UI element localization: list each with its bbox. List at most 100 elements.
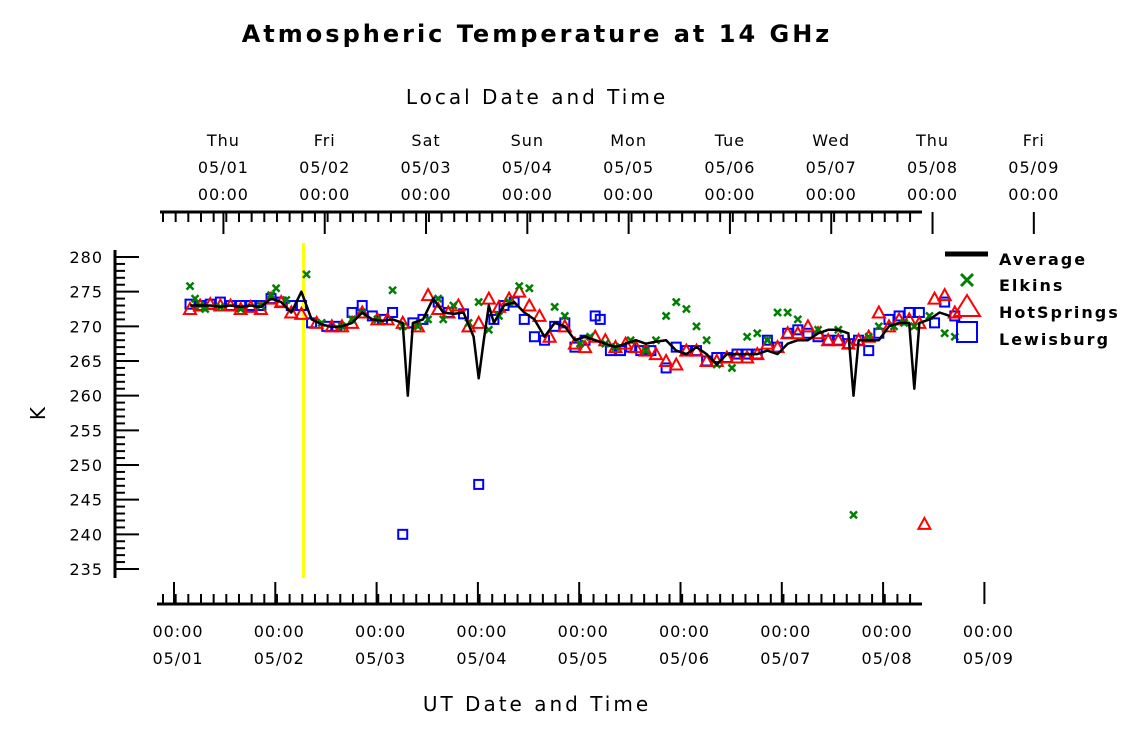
x-stroke — [909, 321, 919, 331]
top-tick-day: Wed — [812, 131, 850, 150]
bottom-tick-time: 00:00 — [558, 622, 609, 641]
x-stroke — [302, 269, 311, 279]
bottom-tick-date: 05/09 — [963, 649, 1014, 668]
data-point-elkins — [266, 290, 276, 300]
x-stroke — [763, 335, 772, 345]
bottom-tick-time: 00:00 — [963, 622, 1014, 641]
top-tick-date: 05/03 — [400, 158, 451, 177]
x-stroke — [641, 346, 651, 355]
data-point-hotsprings — [769, 339, 786, 354]
data-point-elkins — [681, 304, 691, 314]
data-point-hotsprings — [830, 332, 847, 347]
data-point-elkins — [940, 328, 950, 338]
x-stroke — [550, 302, 560, 312]
top-tick-time: 00:00 — [704, 185, 755, 204]
legend-label: HotSprings — [999, 303, 1120, 322]
data-point-hotsprings — [658, 352, 674, 367]
data-point-elkins — [271, 283, 281, 293]
top-tick-day: Fri — [314, 131, 336, 150]
y-tick-label: 255 — [69, 421, 103, 440]
data-point-hotsprings — [531, 307, 548, 322]
data-point-hotsprings — [698, 352, 715, 367]
top-tick-time: 00:00 — [198, 185, 249, 204]
data-point-lewisburg — [397, 528, 409, 540]
x-stroke — [448, 301, 458, 310]
bottom-tick-time: 00:00 — [254, 622, 305, 641]
top-tick-date: 05/09 — [1008, 158, 1059, 177]
bottom-date-axis: 00:00 05/01 00:00 05/02 00:00 05/03 00:00 05/04… — [152, 582, 1014, 668]
legend-swatch-triangle — [952, 293, 982, 317]
data-point-elkins — [793, 315, 803, 324]
data-point-lewisburg — [863, 345, 875, 357]
legend-item-elkins: Elkins — [959, 272, 1062, 295]
top-tick-time: 00:00 — [502, 185, 553, 204]
top-tick-date: 05/01 — [198, 158, 249, 177]
x-stroke — [388, 285, 397, 295]
x-stroke — [514, 281, 524, 291]
data-point-hotsprings — [800, 318, 816, 333]
data-point-elkins — [524, 283, 534, 293]
x-stroke — [773, 308, 782, 317]
x-stroke — [413, 321, 423, 331]
x-stroke — [681, 304, 691, 314]
data-point-elkins — [742, 332, 752, 342]
bottom-tick-date: 05/05 — [558, 649, 609, 668]
bottom-tick-time: 00:00 — [456, 622, 507, 641]
y-tick-label: 270 — [69, 317, 103, 336]
x-stroke — [959, 272, 975, 288]
data-point-lewisburg — [518, 313, 530, 325]
bottom-tick-time: 00:00 — [760, 622, 811, 641]
y-axis: 235 240 245 250 255 260 265 270 275 280 — [69, 248, 139, 579]
data-point-elkins — [281, 295, 291, 305]
top-tick-day: Fri — [1023, 131, 1045, 150]
legend-swatch-square — [956, 321, 978, 343]
y-tick-label: 250 — [69, 456, 103, 475]
data-point-hotsprings — [232, 300, 249, 315]
data-point-elkins — [423, 315, 433, 324]
data-point-lewisburg — [528, 331, 540, 343]
data-point-elkins — [474, 297, 484, 307]
series-hotsprings — [182, 283, 963, 530]
data-point-hotsprings — [947, 304, 963, 319]
data-point-hotsprings — [202, 296, 218, 311]
data-point-elkins — [388, 285, 397, 295]
legend-item-lewisburg: Lewisburg — [956, 321, 1108, 349]
data-point-lewisburg — [802, 327, 814, 339]
data-point-hotsprings — [283, 304, 299, 319]
data-point-elkins — [773, 308, 782, 317]
data-point-hotsprings — [471, 314, 487, 329]
data-point-hotsprings — [790, 325, 806, 340]
x-stroke — [524, 283, 534, 293]
data-point-elkins — [514, 281, 524, 291]
data-point-hotsprings — [420, 287, 436, 302]
x-stroke — [813, 325, 823, 335]
top-tick-day: Mon — [610, 131, 647, 150]
data-point-hotsprings — [182, 300, 198, 315]
x-stroke — [727, 363, 737, 373]
bottom-tick-date: 05/03 — [355, 649, 406, 668]
x-axis-title: UT Date and Time — [423, 692, 651, 716]
x-stroke — [940, 328, 950, 338]
data-point-elkins — [702, 335, 712, 345]
y-tick-label: 235 — [69, 560, 103, 579]
data-point-lewisburg — [473, 478, 485, 490]
y-axis-title: K — [26, 404, 50, 420]
top-date-axis: Thu 05/01 00:00 Fri 05/02 00:00 Sat 05/03 00:00 S… — [160, 131, 1059, 234]
chart-title: Atmospheric Temperature at 14 GHz — [242, 20, 833, 48]
x-stroke — [484, 325, 494, 335]
top-tick-day: Sun — [511, 131, 544, 150]
data-point-elkins — [671, 297, 681, 307]
data-point-elkins — [641, 346, 651, 355]
data-point-hotsprings — [739, 349, 755, 364]
data-point-hotsprings — [481, 290, 497, 305]
top-tick-date: 05/04 — [502, 158, 553, 177]
series-line-average — [190, 290, 951, 397]
y-tick-label: 275 — [69, 283, 103, 302]
x-stroke — [702, 335, 712, 345]
legend-label: Average — [999, 250, 1087, 269]
data-point-hotsprings — [729, 349, 745, 364]
top-tick-time: 00:00 — [603, 185, 654, 204]
data-point-lewisburg — [594, 313, 606, 325]
data-point-hotsprings — [293, 305, 310, 320]
